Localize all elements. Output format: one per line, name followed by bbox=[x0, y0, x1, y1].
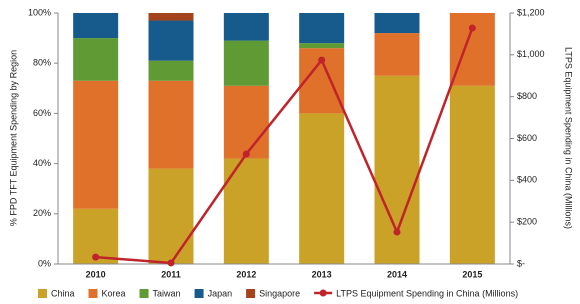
bar-segment bbox=[148, 60, 194, 81]
x-tick-label: 2011 bbox=[161, 269, 181, 279]
y2-tick-label: $1,200 bbox=[517, 7, 545, 17]
line-marker bbox=[393, 228, 401, 236]
legend-swatch bbox=[38, 289, 47, 298]
legend-label: Japan bbox=[208, 288, 233, 298]
legend-marker bbox=[319, 289, 327, 297]
line-marker bbox=[167, 259, 175, 267]
bar-segment bbox=[148, 80, 194, 169]
bar-segment bbox=[73, 80, 119, 209]
y-tick-label: 60% bbox=[33, 108, 51, 118]
bar-segment bbox=[223, 158, 269, 264]
legend-label: Singapore bbox=[259, 288, 300, 298]
line bbox=[95, 27, 474, 265]
bar-segment bbox=[148, 20, 194, 61]
legend-swatch bbox=[246, 289, 256, 298]
x-tick-label: 2015 bbox=[462, 269, 482, 279]
x-tick-label: 2010 bbox=[86, 269, 106, 279]
bar-segment bbox=[73, 13, 119, 39]
line-marker bbox=[92, 253, 100, 261]
bar-segment bbox=[374, 33, 420, 76]
y2-axis-label: LTPS Equipment Spending in China (Millio… bbox=[564, 47, 574, 229]
bar-segment bbox=[73, 38, 119, 81]
legend-swatch bbox=[194, 289, 204, 298]
y-tick-label: 100% bbox=[28, 7, 51, 17]
x-tick-label: 2012 bbox=[236, 269, 256, 279]
bar-segment bbox=[299, 113, 345, 265]
bar-segment bbox=[223, 13, 269, 41]
bar-segment bbox=[374, 13, 420, 34]
y2-tick-label: $600 bbox=[517, 133, 537, 143]
bar-segment bbox=[223, 40, 269, 86]
x-tick-label: 2014 bbox=[387, 269, 407, 279]
legend-label: Taiwan bbox=[153, 288, 181, 298]
bar-segment bbox=[148, 13, 194, 21]
bar-segment bbox=[299, 13, 345, 44]
legend-label: Korea bbox=[102, 288, 126, 298]
line-marker bbox=[318, 56, 326, 64]
y2-tick-label: $- bbox=[517, 258, 525, 268]
legend-swatch bbox=[139, 289, 149, 298]
bar-segment bbox=[223, 85, 269, 159]
legend-label: LTPS Equipment Spending in China (Millio… bbox=[336, 288, 518, 298]
bar-segment bbox=[299, 43, 345, 49]
bar-segment bbox=[449, 13, 495, 86]
x-tick-label: 2013 bbox=[312, 269, 332, 279]
y-tick-label: 20% bbox=[33, 208, 51, 218]
y-tick-label: 80% bbox=[33, 58, 51, 68]
y2-tick-label: $200 bbox=[517, 217, 537, 227]
legend-swatch bbox=[88, 289, 98, 298]
bar-segment bbox=[374, 75, 420, 264]
y2-tick-label: $1,000 bbox=[517, 49, 545, 59]
y-tick-label: 0% bbox=[38, 258, 51, 268]
bar-segment bbox=[449, 85, 495, 264]
y2-tick-label: $800 bbox=[517, 91, 537, 101]
bar-segment bbox=[148, 168, 194, 264]
y-axis-label: % FPD TFT Equipment Spending by Region bbox=[8, 50, 18, 226]
y2-tick-label: $400 bbox=[517, 175, 537, 185]
y-tick-label: 40% bbox=[33, 158, 51, 168]
line-marker bbox=[242, 150, 250, 158]
line-marker bbox=[468, 24, 476, 32]
legend-label: China bbox=[51, 288, 75, 298]
